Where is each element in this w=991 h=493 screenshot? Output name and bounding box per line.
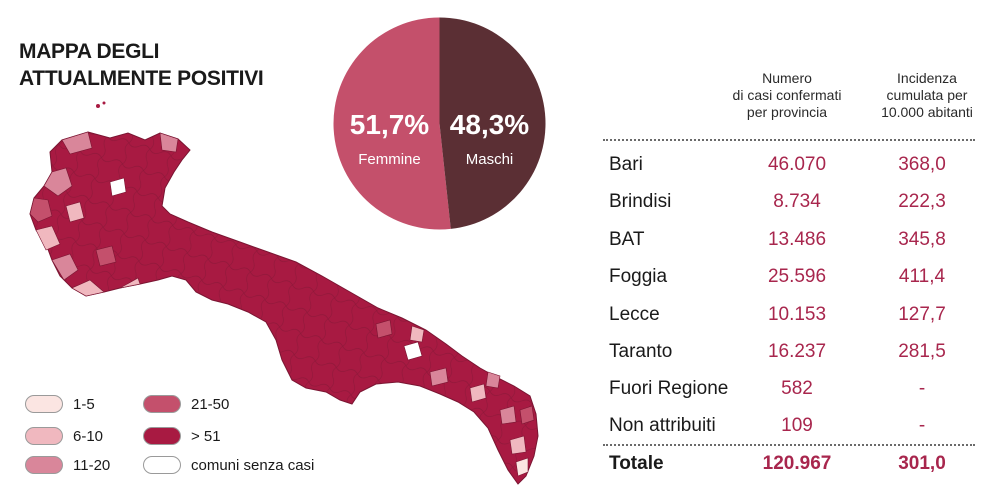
legend-swatch <box>25 427 63 445</box>
row-name: Taranto <box>609 341 673 362</box>
legend-swatch <box>143 395 181 413</box>
header-line: Incidenza <box>897 70 957 86</box>
row-cases: 8.734 <box>773 191 821 212</box>
row-incidence: 345,8 <box>898 229 946 250</box>
table-row: Bari 46.070 368,0 <box>597 154 991 184</box>
column-header-cases: Numero di casi confermati per provincia <box>712 70 862 121</box>
row-name: Non attribuiti <box>609 415 716 436</box>
table-row: BAT 13.486 345,8 <box>597 229 991 259</box>
puglia-map <box>29 101 539 485</box>
table-row: Taranto 16.237 281,5 <box>597 341 991 371</box>
row-cases: 582 <box>781 378 813 399</box>
row-incidence: - <box>918 378 926 399</box>
row-name: Foggia <box>609 266 668 287</box>
row-incidence: 281,5 <box>898 341 946 362</box>
pie-slice-femmine <box>333 17 451 230</box>
row-name: Fuori Regione <box>609 378 729 399</box>
legend-item: 11-20 <box>25 456 110 474</box>
row-incidence: 127,7 <box>898 304 946 325</box>
legend-swatch <box>143 456 181 474</box>
row-incidence: 411,4 <box>898 266 946 287</box>
row-name: Lecce <box>609 304 660 325</box>
title-line-1: MAPPA DEGLI <box>19 40 160 63</box>
column-header-incidence: Incidenza cumulata per 10.000 abitanti <box>852 70 991 121</box>
legend-label: 1-5 <box>73 395 95 413</box>
map-light-municipalities <box>29 131 179 297</box>
row-incidence: 222,3 <box>898 191 946 212</box>
pie-series-label: Maschi <box>466 151 514 168</box>
table-row: Foggia 25.596 411,4 <box>597 266 991 296</box>
table-divider <box>603 139 975 141</box>
total-label: Totale <box>609 453 664 474</box>
table-total-row: Totale 120.967 301,0 <box>597 453 991 483</box>
legend-item: comuni senza casi <box>143 456 314 474</box>
row-incidence: - <box>918 415 926 436</box>
legend-label: 6-10 <box>73 427 104 445</box>
pie-slice-maschi <box>439 17 546 229</box>
pie-value-label: 51,7% <box>350 109 429 140</box>
legend-item: 1-5 <box>25 395 95 413</box>
table-row: Brindisi 8.734 222,3 <box>597 191 991 221</box>
pie-value-label: 48,3% <box>450 109 529 140</box>
row-name: Bari <box>609 154 643 175</box>
legend-item: 21-50 <box>143 395 229 413</box>
total-incidence: 301,0 <box>898 453 946 474</box>
map-title: MAPPA DEGLI ATTUALMENTE POSITIVI <box>19 38 264 92</box>
row-cases: 16.237 <box>767 341 827 362</box>
legend-swatch <box>25 395 63 413</box>
gender-pie-chart: 51,7% Femmine 48,3% Maschi <box>333 17 546 230</box>
title-line-2: ATTUALMENTE POSITIVI <box>19 67 264 90</box>
map-islands <box>96 104 100 108</box>
header-line: di casi confermati <box>732 87 842 103</box>
table-row: Fuori Regione 582 - <box>597 378 991 408</box>
row-name: Brindisi <box>609 191 672 212</box>
table-divider <box>603 444 975 446</box>
row-cases: 109 <box>781 415 813 436</box>
map-salento-municipalities <box>375 319 535 477</box>
row-cases: 25.596 <box>767 266 827 287</box>
legend-swatch <box>25 456 63 474</box>
table-row: Lecce 10.153 127,7 <box>597 304 991 334</box>
legend-item: 6-10 <box>25 427 103 445</box>
legend-label: 11-20 <box>73 456 111 474</box>
row-name: BAT <box>609 229 645 250</box>
pie-series-label: Femmine <box>358 151 421 168</box>
header-line: Numero <box>762 70 812 86</box>
legend-label: 21-50 <box>191 395 230 413</box>
cases-table: Numero di casi confermati per provincia … <box>597 0 991 493</box>
row-cases: 10.153 <box>767 304 827 325</box>
legend-label: comuni senza casi <box>191 456 315 474</box>
table-row: Non attribuiti 109 - <box>597 415 991 445</box>
legend-label: > 51 <box>191 427 221 445</box>
total-cases: 120.967 <box>762 453 832 474</box>
row-incidence: 368,0 <box>898 154 946 175</box>
header-line: cumulata per <box>886 87 968 103</box>
header-line: per provincia <box>746 104 828 120</box>
row-cases: 46.070 <box>767 154 827 175</box>
legend-swatch <box>143 427 181 445</box>
row-cases: 13.486 <box>767 229 827 250</box>
header-line: 10.000 abitanti <box>881 104 973 120</box>
legend-item: > 51 <box>143 427 221 445</box>
